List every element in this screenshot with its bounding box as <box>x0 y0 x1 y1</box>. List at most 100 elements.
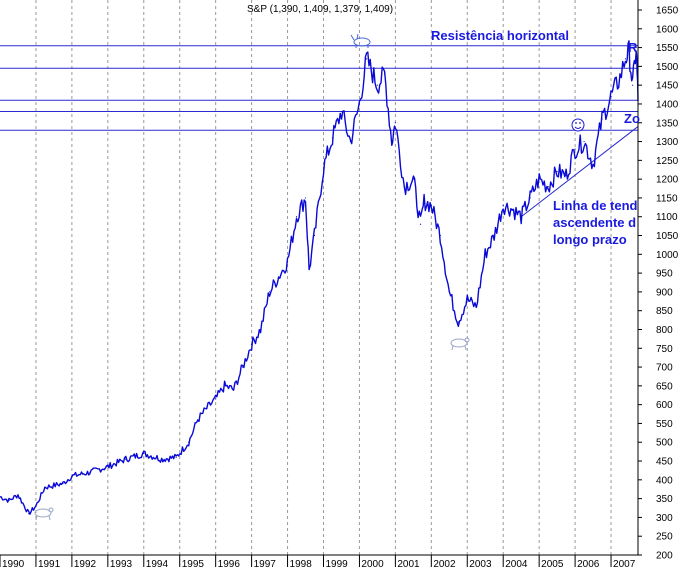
price-point <box>215 398 217 400</box>
price-point <box>107 466 109 468</box>
price-point <box>376 84 379 86</box>
price-point <box>295 216 298 218</box>
x-tick-label: 2007 <box>613 559 636 570</box>
x-tick-label: 2006 <box>577 559 600 570</box>
x-tick-label: 1997 <box>254 559 277 570</box>
price-point <box>340 110 343 113</box>
price-point <box>259 328 262 331</box>
price-point <box>251 343 253 346</box>
y-tick-label: 1450 <box>656 81 679 92</box>
price-point <box>331 137 334 139</box>
x-tick-label: 2001 <box>397 559 420 570</box>
y-tick-label: 1500 <box>656 62 679 73</box>
price-point <box>308 268 310 270</box>
x-tick-label: 1993 <box>110 559 133 570</box>
price-point <box>635 46 637 49</box>
price-point <box>592 163 594 165</box>
marker-zo: Zo <box>624 111 640 126</box>
y-tick-label: 1000 <box>656 250 679 261</box>
y-tick-label: 550 <box>656 419 673 430</box>
price-point <box>403 186 405 188</box>
price-point <box>62 482 64 485</box>
price-point <box>624 58 627 60</box>
trend-line-label-3: longo prazo <box>553 232 627 247</box>
price-point <box>358 103 361 105</box>
y-tick-label: 1650 <box>656 6 679 17</box>
y-tick-label: 350 <box>656 494 673 505</box>
x-tick-label: 1995 <box>182 559 205 570</box>
y-tick-label: 1550 <box>656 43 679 54</box>
price-point <box>349 140 352 143</box>
price-point <box>277 276 280 278</box>
bear-icon-2002 <box>450 337 470 351</box>
price-point <box>366 58 368 60</box>
price-point <box>304 197 307 199</box>
price-point <box>313 234 316 237</box>
bull-icon <box>350 33 371 48</box>
price-series-group <box>0 40 639 515</box>
y-tick-label: 850 <box>656 306 673 317</box>
y-tick-label: 450 <box>656 457 673 468</box>
x-tick-label: 1998 <box>290 559 313 570</box>
price-point <box>35 505 37 507</box>
bear-icon-1990 <box>34 507 54 521</box>
price-point <box>419 223 422 225</box>
price-point <box>44 486 46 488</box>
trend-line-group <box>520 126 639 218</box>
price-point <box>547 186 549 188</box>
price-point <box>71 475 73 477</box>
price-point <box>391 140 393 143</box>
y-tick-label: 900 <box>656 287 673 298</box>
price-point <box>188 441 190 443</box>
trend-line-label-2: ascendente d <box>553 215 636 230</box>
y-tick-label: 750 <box>656 344 673 355</box>
price-point <box>484 253 486 255</box>
price-point <box>233 389 235 391</box>
x-tick-label: 2003 <box>469 559 492 570</box>
price-point <box>466 298 468 301</box>
price-point <box>632 84 634 86</box>
y-tick-label: 1250 <box>656 156 679 167</box>
price-point <box>583 140 585 143</box>
price-point <box>286 261 289 263</box>
price-point <box>17 494 19 496</box>
price-point <box>457 321 459 323</box>
price-point <box>520 216 522 218</box>
y-tick-label: 950 <box>656 269 673 280</box>
price-series-line <box>0 40 639 515</box>
price-point <box>53 484 55 487</box>
marker-r: R <box>628 40 638 55</box>
x-tick-label: 1994 <box>146 559 169 570</box>
price-point <box>161 458 163 460</box>
price-point <box>601 118 603 120</box>
x-axis-ticks: 1990 1991 1992 1993 1994 1995 1996 1997 1998 1999… <box>0 555 636 570</box>
horizontal-resistance-label: Resistência horizontal <box>431 28 569 43</box>
resistance-lines <box>0 45 638 131</box>
y-tick-label: 200 <box>656 551 673 562</box>
x-tick-label: 2005 <box>541 559 564 570</box>
price-point <box>268 291 271 293</box>
price-point <box>538 178 540 180</box>
x-tick-label: 2000 <box>361 559 384 570</box>
x-tick-label: 1999 <box>325 559 348 570</box>
y-tick-label: 300 <box>656 513 673 524</box>
y-tick-label: 1050 <box>656 231 679 242</box>
y-tick-label: 1400 <box>656 99 679 110</box>
price-point <box>574 148 576 150</box>
price-point <box>529 197 531 199</box>
x-tick-label: 1996 <box>218 559 241 570</box>
price-point <box>493 234 495 237</box>
price-point <box>242 366 244 368</box>
price-point <box>448 291 450 293</box>
y-tick-label: 800 <box>656 325 673 336</box>
price-point <box>206 407 208 410</box>
price-point <box>143 452 145 455</box>
price-point <box>475 306 477 308</box>
price-point <box>619 77 621 79</box>
price-point <box>423 201 425 203</box>
price-point <box>511 208 513 210</box>
price-point <box>610 95 612 98</box>
y-tick-label: 1200 <box>656 175 679 186</box>
